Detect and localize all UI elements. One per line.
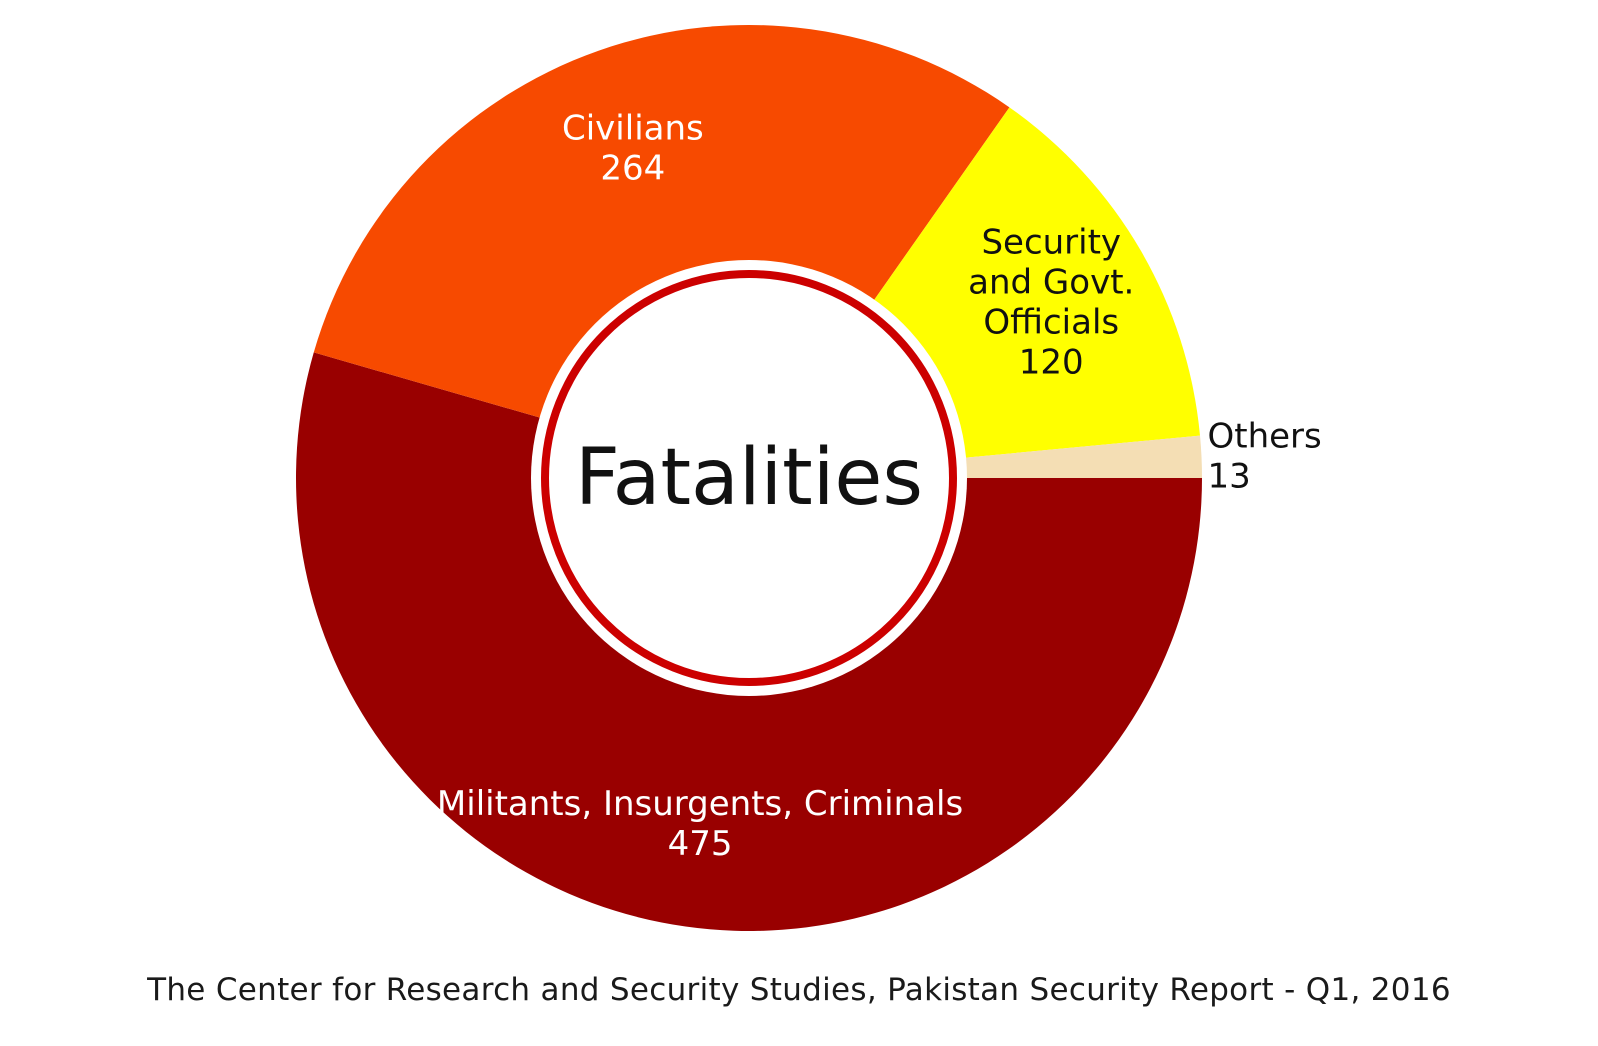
- slice-value: 120: [1019, 343, 1084, 383]
- slice-value: 475: [668, 824, 733, 864]
- center-hole: [531, 260, 967, 696]
- slice-name: Officials: [983, 303, 1119, 343]
- slice-label: Militants, Insurgents, Criminals 475: [437, 784, 963, 864]
- slice-value: 13: [1207, 457, 1250, 497]
- slice-labels: Militants, Insurgents, Criminals 475 Civil…: [437, 108, 1322, 864]
- slice-name: Civilians: [562, 108, 704, 148]
- slice-name: Militants, Insurgents, Criminals: [437, 784, 963, 824]
- slice-name: and Govt.: [968, 263, 1134, 303]
- source-caption: The Center for Research and Security Stu…: [147, 972, 1451, 1008]
- slice-value: 264: [600, 148, 665, 188]
- slice-label: Others 13: [1207, 417, 1321, 497]
- slice-label: Security and Govt. Officials 120: [968, 223, 1134, 383]
- donut-center: Fatalities: [531, 260, 967, 696]
- slice-name: Security: [981, 223, 1121, 263]
- center-ring: [541, 270, 957, 686]
- slice-civilians: [313, 24, 1010, 478]
- center-label: Fatalities: [575, 433, 923, 523]
- slice-name: Others: [1207, 417, 1321, 457]
- slice-label: Civilians 264: [562, 108, 704, 188]
